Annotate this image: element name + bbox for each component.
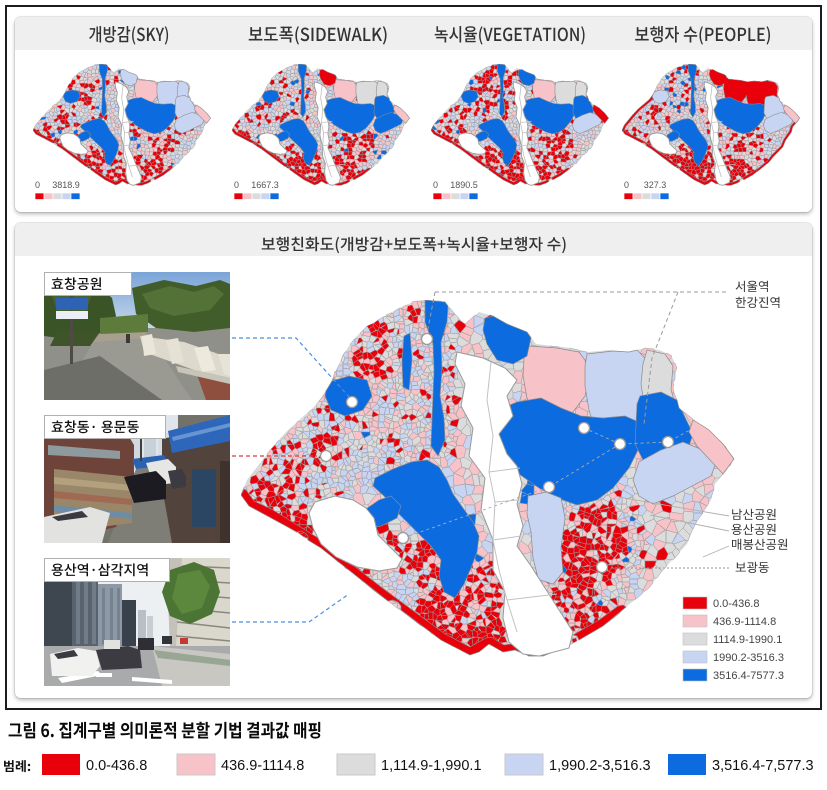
svg-text:0.0-436.8: 0.0-436.8 [713,598,759,610]
svg-text:1114.9-1990.1: 1114.9-1990.1 [713,634,782,646]
svg-text:327.3: 327.3 [644,181,667,190]
svg-text:0: 0 [433,181,438,190]
svg-text:3818.9: 3818.9 [52,181,80,190]
svg-text:436.9-1114.8: 436.9-1114.8 [221,758,304,774]
svg-text:3516.4-7577.3: 3516.4-7577.3 [713,670,784,682]
svg-text:1667.3: 1667.3 [251,181,279,190]
svg-text:0: 0 [624,181,629,190]
svg-text:1990.2-3516.3: 1990.2-3516.3 [713,652,784,664]
svg-text:0: 0 [35,181,40,190]
svg-text:0: 0 [234,181,239,190]
svg-text:1,990.2-3,516.3: 1,990.2-3,516.3 [549,758,651,774]
svg-text:3,516.4-7,577.3: 3,516.4-7,577.3 [712,758,814,774]
svg-text:436.9-1114.8: 436.9-1114.8 [713,616,776,628]
svg-text:1890.5: 1890.5 [450,181,478,190]
svg-text:0.0-436.8: 0.0-436.8 [86,758,147,774]
svg-text:1,114.9-1,990.1: 1,114.9-1,990.1 [381,758,482,774]
